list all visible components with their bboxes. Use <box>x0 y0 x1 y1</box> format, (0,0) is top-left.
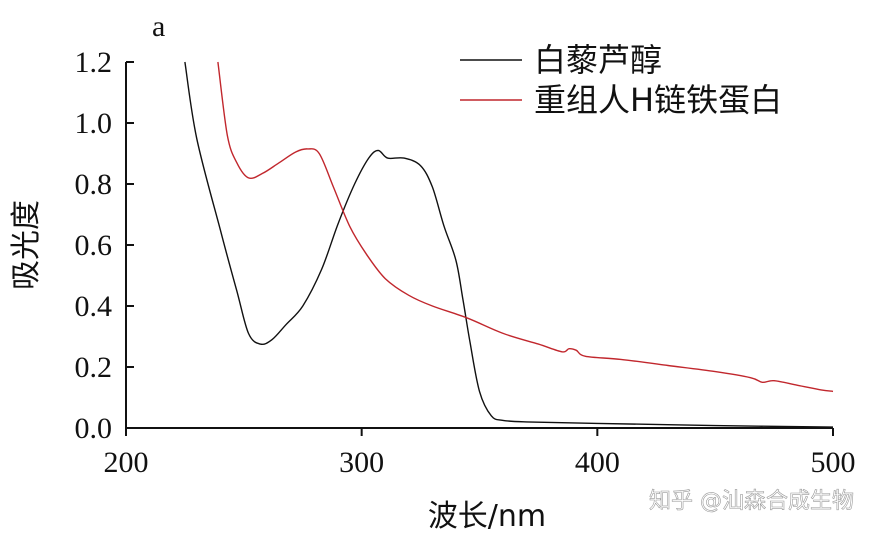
legend-label-resveratrol: 白藜芦醇 <box>534 41 662 79</box>
y-tick-label: 0.4 <box>75 290 113 323</box>
y-tick-label: 0.8 <box>75 168 113 201</box>
legend: 白藜芦醇 重组人H链铁蛋白 <box>460 41 782 119</box>
x-ticks: 200 300 400 500 <box>104 428 856 479</box>
x-axis-title: 波长/nm <box>428 499 546 534</box>
y-axis: 0.0 0.2 0.4 0.6 0.8 1.0 1.2 <box>75 46 134 445</box>
x-tick-label: 500 <box>811 446 856 479</box>
y-tick-label: 0.2 <box>75 351 113 384</box>
y-tick-label: 1.2 <box>75 46 113 79</box>
legend-label-ferritin: 重组人H链铁蛋白 <box>534 81 782 119</box>
y-tick-label: 0.0 <box>75 412 113 445</box>
series-line-resveratrol <box>184 61 834 428</box>
series-line-ferritin <box>217 61 834 393</box>
y-tick-label: 0.6 <box>75 229 113 262</box>
y-ticks: 0.0 0.2 0.4 0.6 0.8 1.0 1.2 <box>75 46 134 445</box>
x-axis: 200 300 400 500 <box>104 427 856 479</box>
panel-label: a <box>152 10 165 43</box>
x-tick-label: 400 <box>575 446 620 479</box>
y-axis-title: 吸光度 <box>9 200 44 290</box>
watermark-text: 知乎 @汕森合成生物 <box>649 489 854 514</box>
series-layer <box>184 61 834 428</box>
y-tick-label: 1.0 <box>75 107 113 140</box>
x-tick-label: 300 <box>339 446 384 479</box>
x-tick-label: 200 <box>104 446 149 479</box>
